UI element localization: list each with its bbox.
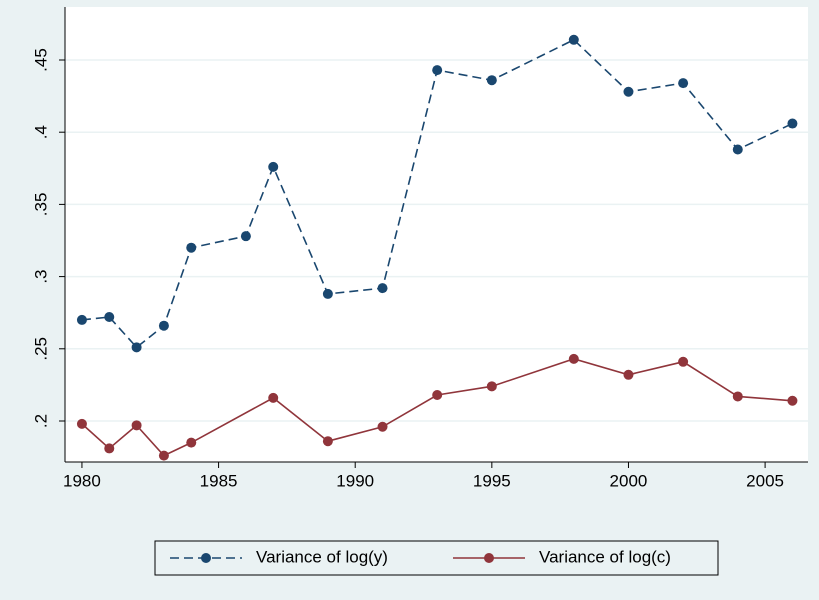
data-point: [787, 395, 798, 406]
data-point: [131, 420, 142, 431]
data-point: [240, 231, 251, 242]
y-tick-label: .45: [31, 48, 50, 72]
data-point: [186, 437, 197, 448]
legend-label: Variance of log(c): [539, 547, 671, 566]
data-point: [732, 391, 743, 402]
data-point: [158, 320, 169, 331]
data-point: [104, 443, 115, 454]
y-tick-label: .3: [31, 269, 50, 283]
data-point: [377, 421, 388, 432]
data-point: [678, 78, 689, 89]
data-point: [131, 342, 142, 353]
x-tick-label: 2005: [746, 471, 784, 490]
legend-marker: [201, 553, 211, 563]
legend-marker: [484, 553, 494, 563]
data-point: [732, 144, 743, 155]
data-point: [158, 450, 169, 461]
data-point: [104, 312, 115, 323]
data-point: [432, 65, 443, 76]
data-point: [486, 381, 497, 392]
data-point: [568, 34, 579, 45]
data-point: [377, 283, 388, 294]
y-tick-label: .4: [31, 125, 50, 139]
data-point: [486, 75, 497, 86]
x-tick-label: 1980: [63, 471, 101, 490]
data-point: [623, 369, 634, 380]
y-tick-label: .35: [31, 193, 50, 217]
data-point: [76, 314, 87, 325]
legend-box: [154, 540, 719, 576]
x-tick-label: 1985: [200, 471, 238, 490]
data-point: [322, 436, 333, 447]
data-point: [322, 288, 333, 299]
data-point: [623, 86, 634, 97]
x-tick-label: 1990: [336, 471, 374, 490]
data-point: [76, 418, 87, 429]
x-tick-label: 1995: [473, 471, 511, 490]
data-point: [268, 392, 279, 403]
series-line: [81, 38, 793, 349]
y-tick-label: .2: [31, 414, 50, 428]
data-point: [186, 242, 197, 253]
x-tick-label: 2000: [610, 471, 648, 490]
legend-label: Variance of log(y): [256, 547, 388, 566]
data-point: [432, 389, 443, 400]
data-point: [787, 118, 798, 129]
data-point: [568, 353, 579, 364]
data-point: [268, 161, 279, 172]
data-point: [678, 356, 689, 367]
y-tick-label: .25: [31, 337, 50, 361]
